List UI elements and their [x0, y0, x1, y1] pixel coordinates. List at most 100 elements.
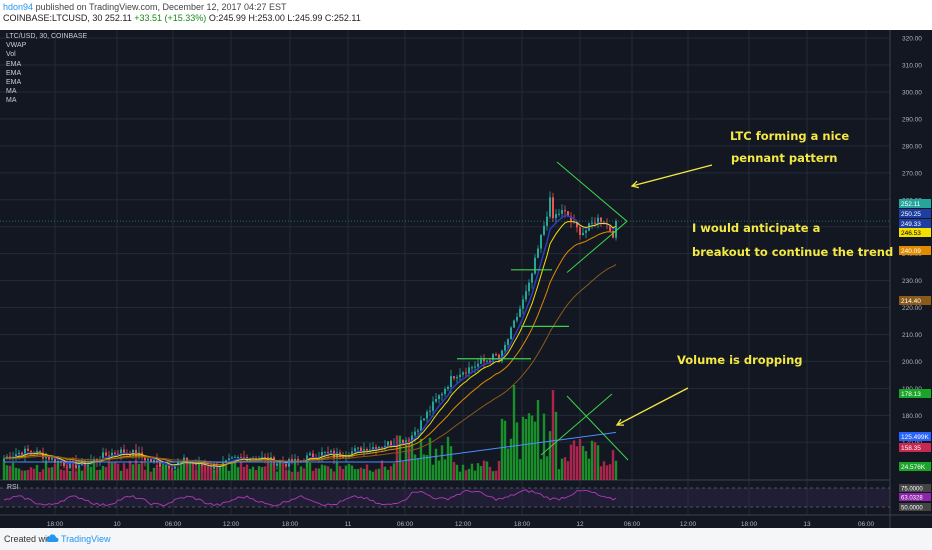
volume-bar: [494, 470, 498, 480]
volume-ma-line: [4, 431, 617, 463]
annotation-volume: Volume is dropping: [677, 353, 803, 367]
volume-bar: [440, 445, 444, 480]
candle-body: [159, 461, 161, 467]
annotation-arrowhead: [615, 418, 625, 426]
x-tick-label: 06:00: [858, 521, 875, 528]
volume-bar: [341, 469, 345, 480]
candle-body: [492, 354, 494, 362]
volume-bar: [419, 438, 423, 480]
candle-body: [48, 456, 50, 460]
candle-body: [150, 458, 152, 462]
volume-bar: [398, 435, 402, 480]
volume-bar: [20, 470, 24, 480]
volume-bar: [254, 469, 258, 480]
tradingview-brand[interactable]: TradingView: [61, 534, 111, 544]
volume-bar: [161, 461, 165, 480]
x-tick-label: 13: [803, 521, 811, 528]
volume-bar: [575, 446, 579, 480]
candle-body: [54, 457, 56, 463]
volume-bar: [542, 413, 546, 480]
volume-bar: [527, 413, 531, 480]
legend-indicator-ma-2[interactable]: MA: [6, 97, 17, 105]
annotation-arrow: [616, 387, 689, 426]
price-label: 249.33: [901, 221, 921, 228]
candle-body: [459, 374, 461, 378]
symbol-line: COINBASE:LTCUSD, 30 252.11: [3, 13, 132, 23]
candle-body: [456, 377, 458, 379]
candle-body: [477, 363, 479, 367]
candle-body: [495, 354, 497, 356]
candle-body: [516, 316, 518, 321]
price-chart[interactable]: 170.00180.00190.00200.00210.00220.00230.…: [0, 30, 932, 528]
annotation-breakout-line2: breakout to continue the trend: [692, 245, 894, 259]
volume-bar: [251, 466, 255, 480]
candle-body: [504, 344, 506, 351]
volume-bar: [347, 463, 351, 480]
volume-bar: [176, 468, 180, 480]
volume-bar: [146, 462, 150, 480]
candle-body: [312, 453, 314, 458]
volume-bar: [491, 471, 495, 480]
volume-bar: [536, 400, 540, 480]
candle-body: [435, 399, 437, 402]
x-tick-label: 12:00: [223, 521, 240, 528]
author-link[interactable]: hdon94: [3, 2, 34, 12]
volume-bar: [407, 438, 411, 480]
legend-indicator-vol[interactable]: Vol: [6, 51, 16, 59]
legend-indicator-ema-1[interactable]: EMA: [6, 60, 22, 68]
rsi-value-label-bg: [899, 493, 931, 501]
volume-bar: [179, 464, 183, 480]
candle-body: [597, 217, 599, 224]
candle-body: [450, 376, 452, 387]
volume-bar: [554, 411, 558, 480]
volume-bar: [395, 435, 399, 480]
legend-indicator-ema-2[interactable]: EMA: [6, 69, 22, 77]
volume-bar: [545, 456, 549, 480]
volume-bar: [587, 458, 591, 480]
volume-bar: [326, 466, 330, 480]
x-tick-label: 18:00: [47, 521, 64, 528]
candle-body: [576, 222, 578, 228]
header-bar: hdon94 published on TradingView.com, Dec…: [0, 0, 932, 30]
volume-bar: [422, 454, 426, 480]
volume-bar: [71, 462, 75, 480]
rsi-value-label: 75.0000: [901, 487, 923, 493]
chart-area[interactable]: 170.00180.00190.00200.00210.00220.00230.…: [0, 30, 932, 528]
volume-bar: [164, 465, 168, 480]
legend-indicator-ma-1[interactable]: MA: [6, 88, 17, 96]
candle-body: [285, 463, 287, 467]
price-label: 158.35: [901, 445, 921, 452]
candle-body: [519, 308, 521, 317]
x-tick-label: 18:00: [741, 521, 758, 528]
volume-bar: [101, 465, 105, 480]
price-label-bg: [899, 228, 931, 237]
volume-bar: [596, 445, 600, 480]
volume-bar: [533, 421, 537, 480]
volume-bar: [44, 460, 48, 480]
candle-body: [174, 465, 176, 469]
candle-body: [387, 441, 389, 446]
candle-body: [510, 327, 512, 340]
annotation-arrow: [631, 164, 713, 187]
volume-bar: [305, 460, 309, 480]
volume-trend-down-line: [566, 395, 629, 461]
volume-bar: [608, 464, 612, 480]
candle-body: [297, 458, 299, 461]
candle-body: [531, 273, 533, 283]
volume-bar: [218, 468, 222, 480]
candle-body: [498, 354, 500, 362]
legend-indicator-vwap[interactable]: VWAP: [6, 42, 27, 50]
legend-indicator-ema-3[interactable]: EMA: [6, 79, 22, 87]
volume-bar: [38, 471, 42, 480]
price-label-bg: [899, 443, 931, 452]
volume-bar: [503, 420, 507, 480]
volume-bar: [119, 470, 123, 480]
volume-bar: [425, 455, 429, 480]
candle-body: [360, 447, 362, 453]
y-tick-label: 320.00: [902, 36, 922, 43]
volume-bar: [506, 448, 510, 480]
volume-bar: [86, 464, 90, 480]
x-tick-label: 18:00: [514, 521, 531, 528]
candle-body: [426, 411, 428, 419]
candle-body: [579, 227, 581, 235]
